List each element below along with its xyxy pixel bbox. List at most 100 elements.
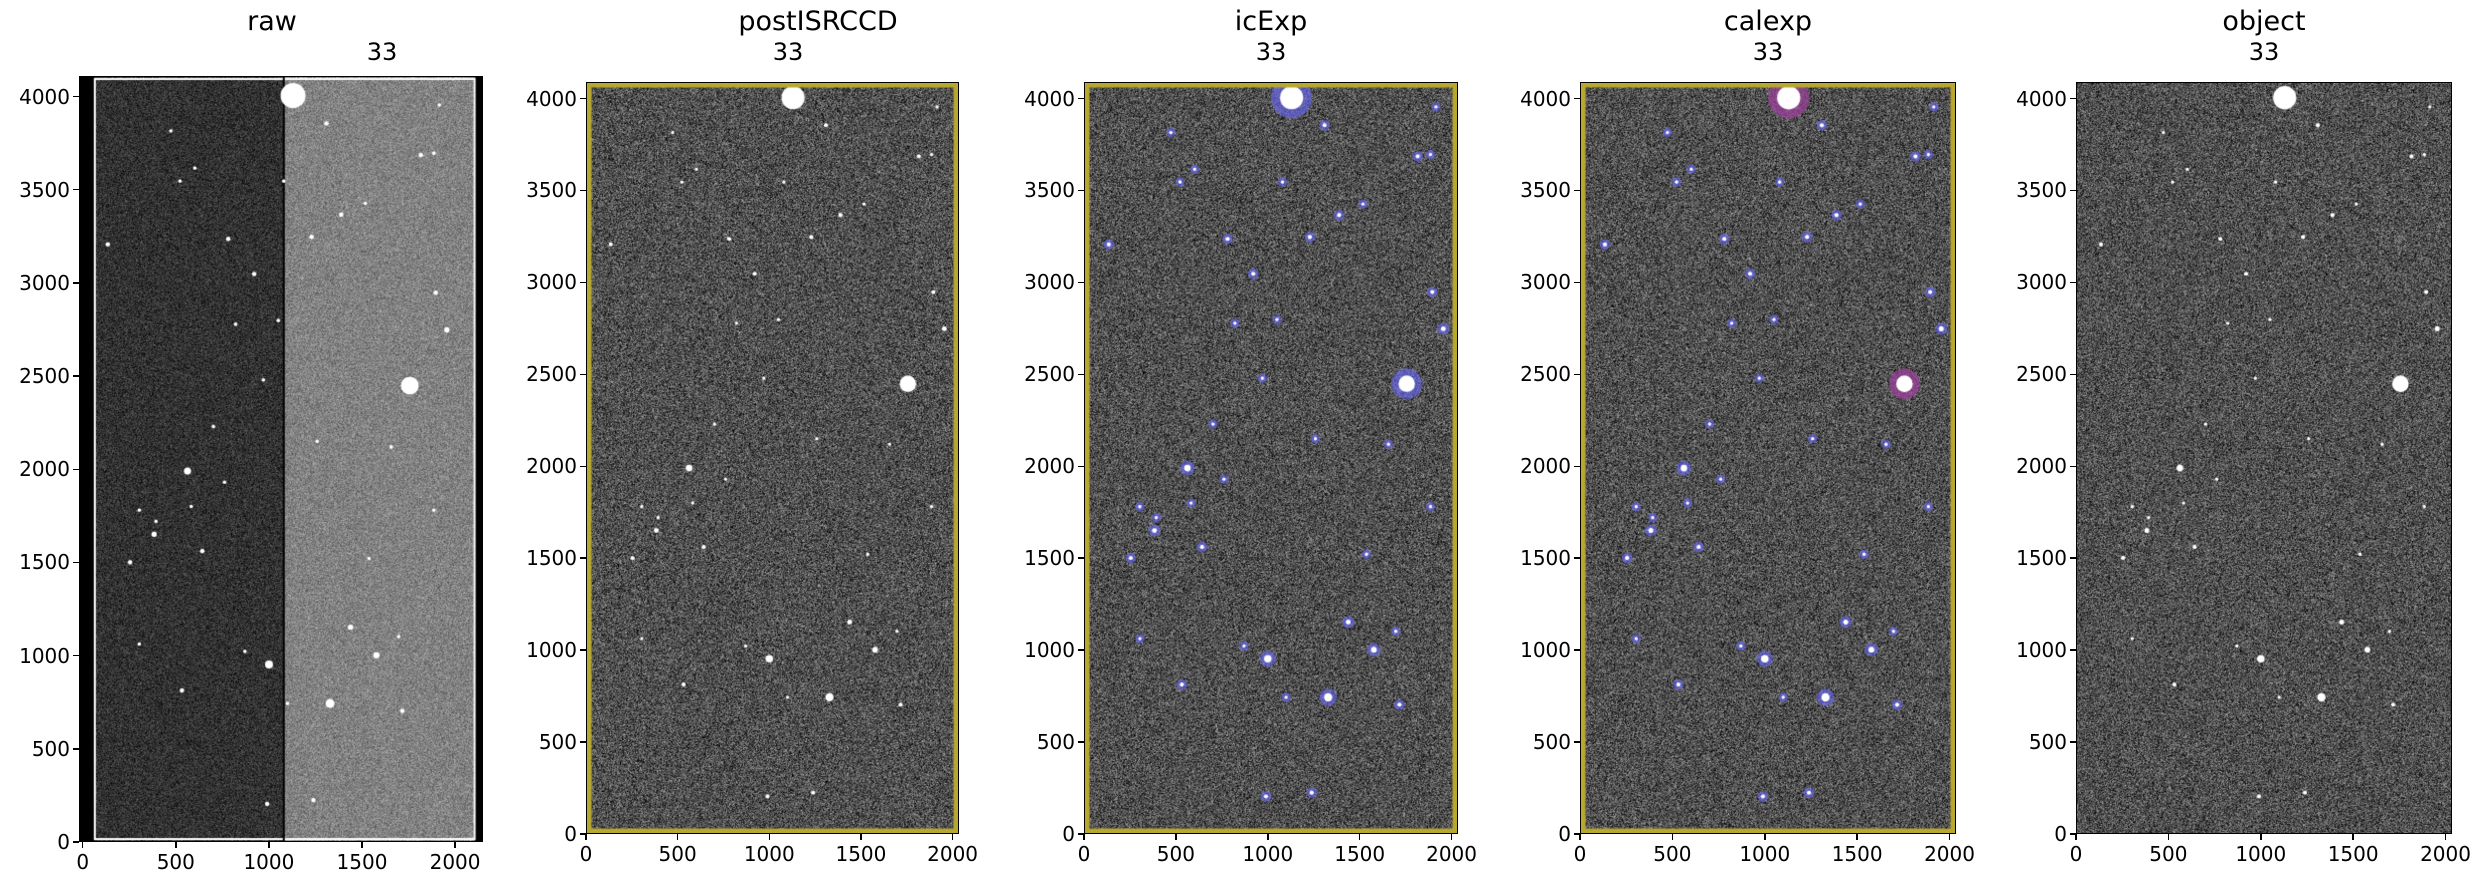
image-axes-object [2076,82,2452,834]
y-tick-label: 1000 [19,643,70,668]
x-tick [676,834,679,840]
panel-title: object [2222,6,2306,37]
x-tick [768,834,771,840]
y-tick-label: 0 [564,822,577,846]
y-tick [2070,281,2076,284]
x-tick [1358,834,1361,840]
x-tick [1856,834,1858,840]
y-tick-label: 3500 [1520,178,1571,203]
x-tick [454,842,456,848]
y-tick [73,468,79,470]
x-tick-label: 2000 [1426,842,1478,866]
y-tick-label: 2000 [1024,454,1075,479]
panel-subtitle: 33 [366,38,398,66]
x-tick-label: 1000 [1739,842,1791,866]
x-tick-label: 1500 [336,850,388,874]
y-tick [2070,833,2076,835]
x-tick [2075,834,2077,840]
panel-subtitle: 33 [2248,38,2280,66]
y-tick [1078,833,1084,835]
x-tick [175,842,177,848]
y-tick-label: 500 [31,736,70,761]
y-tick-label: 2500 [1024,362,1075,387]
x-tick [1671,834,1674,840]
y-tick [73,95,79,98]
y-tick [2070,373,2076,376]
y-tick-label: 2000 [2016,454,2067,479]
x-tick [860,834,862,840]
y-tick-label: 1500 [1520,546,1571,571]
y-tick [2070,97,2076,100]
panel-subtitle: 33 [772,38,804,66]
y-tick [1078,281,1084,284]
y-tick-label: 1000 [2016,638,2067,663]
panel-title: calexp [1723,6,1813,37]
x-tick-label: 1000 [2235,842,2287,866]
y-tick [1574,373,1580,376]
y-tick [580,465,586,468]
x-tick-label: 1500 [2327,842,2379,866]
y-tick [1574,189,1580,192]
y-tick [73,561,79,564]
x-tick [1175,834,1177,840]
image-postISRCCD [587,83,958,833]
y-tick [580,373,586,376]
y-tick-label: 3000 [1520,270,1571,295]
y-tick-label: 3000 [1024,270,1075,295]
y-tick-label: 1500 [19,550,70,575]
y-tick-label: 3500 [2016,178,2067,203]
y-tick-label: 0 [57,830,70,854]
x-tick [1579,834,1581,840]
y-tick-label: 3000 [526,270,577,295]
y-tick-label: 2000 [526,454,577,479]
y-tick-label: 2500 [1520,362,1571,387]
x-tick-label: 1000 [743,842,795,866]
y-tick [1078,97,1084,100]
y-tick [1574,465,1580,468]
x-tick-label: 2000 [1924,842,1975,866]
y-tick [2070,465,2076,468]
image-axes-postISRCCD [586,82,959,834]
x-tick-label: 2000 [429,850,481,874]
y-tick-label: 500 [2028,730,2067,755]
y-tick [580,281,586,284]
x-tick-label: 2000 [927,842,979,866]
y-tick-label: 4000 [1520,86,1571,111]
x-tick-label: 1000 [1242,842,1294,866]
x-tick-label: 0 [76,850,90,874]
y-tick-label: 4000 [526,86,577,111]
y-tick [73,841,79,843]
y-tick [580,649,586,651]
y-tick-label: 1000 [1024,638,1075,663]
x-tick [361,842,363,848]
x-tick [1948,834,1951,840]
y-tick [1078,741,1084,743]
y-tick-label: 3000 [19,270,70,295]
y-tick-label: 500 [1532,730,1571,755]
x-tick-label: 0 [579,842,593,866]
y-tick [2070,557,2076,559]
x-tick [1267,834,1269,840]
x-tick [81,842,84,848]
y-tick [2070,741,2076,743]
x-tick [2260,834,2262,840]
y-tick-label: 1500 [1024,546,1075,571]
y-tick-label: 4000 [1024,86,1075,111]
x-tick-label: 1000 [243,850,295,874]
y-tick-label: 3500 [526,178,577,203]
y-tick [580,189,586,192]
image-icExp [1085,83,1457,833]
y-tick [580,741,586,743]
panel-subtitle: 33 [1255,38,1287,66]
x-tick-label: 1500 [1334,842,1386,866]
y-tick-label: 0 [2054,822,2067,846]
x-tick [1083,834,1085,840]
x-tick-label: 1500 [835,842,887,866]
x-tick [585,834,587,840]
x-tick [951,834,954,840]
y-tick [1078,557,1084,559]
y-tick [73,654,79,657]
y-tick [1574,97,1580,100]
y-tick-label: 500 [538,730,577,755]
x-tick [268,842,270,848]
